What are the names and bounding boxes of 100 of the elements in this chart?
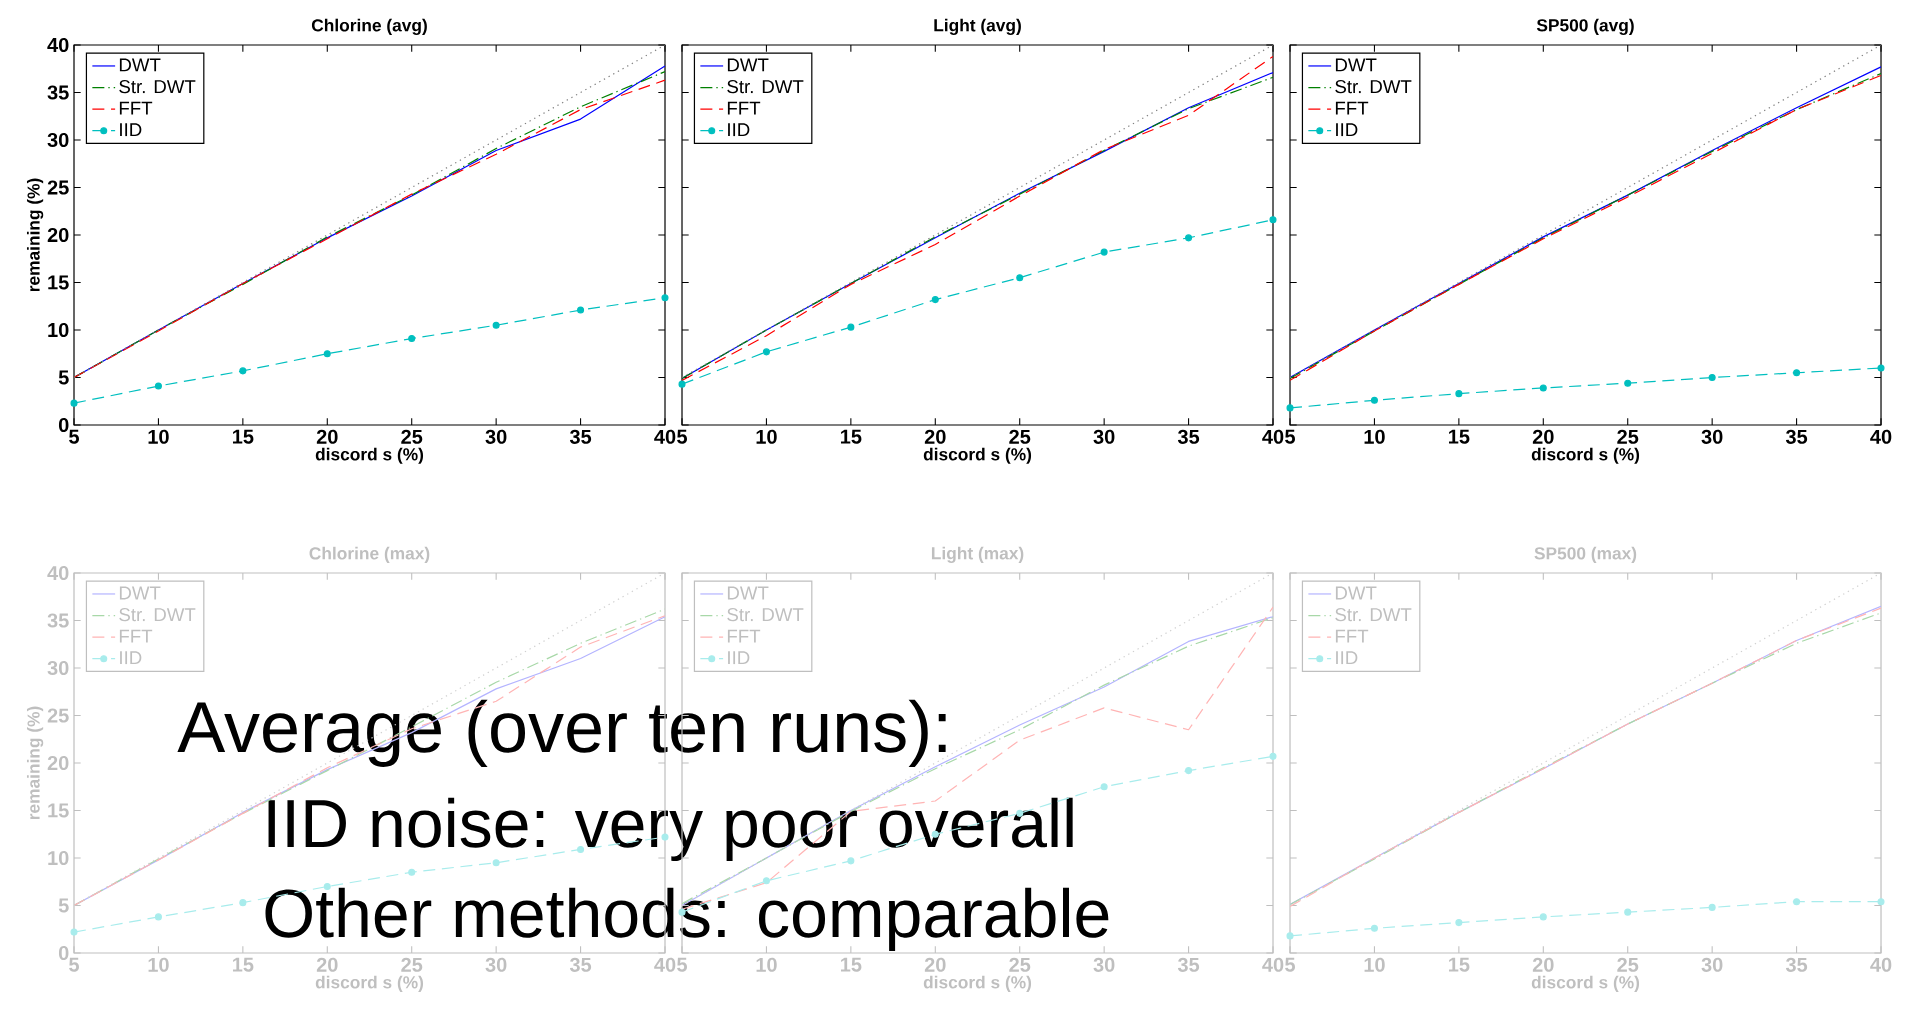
point <box>154 382 162 390</box>
y-tick-label: 40 <box>47 565 69 581</box>
y-tick-label: 25 <box>47 708 69 723</box>
x-tick-label: 10 <box>756 957 777 972</box>
x-tick-label: 5 <box>69 429 79 444</box>
x-tick-label: 25 <box>1617 429 1639 444</box>
x-axis-title: discord s (%) <box>923 447 1032 464</box>
x-axis-title: discord s (%) <box>315 975 424 992</box>
point <box>661 294 669 302</box>
point <box>239 367 247 375</box>
x-tick-label: 5 <box>69 957 79 972</box>
legend-label: DWT <box>1335 586 1377 600</box>
x-axis-title: discord s (%) <box>315 447 424 464</box>
x-tick-label: 40 <box>654 429 676 444</box>
point <box>1793 898 1801 906</box>
legend-label: DWT <box>727 58 769 72</box>
chart-title: Light (max) <box>931 546 1024 563</box>
x-tick-label: 10 <box>1364 429 1385 444</box>
legend-label: FFT <box>1335 629 1369 643</box>
legend-label: DWT <box>1335 58 1377 72</box>
legend-label: FFT <box>727 629 761 643</box>
point <box>1455 390 1463 398</box>
x-tick-label: 20 <box>1532 957 1554 972</box>
x-tick-label: 20 <box>924 429 946 444</box>
point <box>1793 369 1801 377</box>
point <box>678 380 686 388</box>
legend-label: IID <box>728 651 750 665</box>
legend-label: DWT <box>119 586 161 600</box>
x-axis-title: discord s (%) <box>1531 447 1640 464</box>
x-tick-label: 15 <box>1449 429 1470 444</box>
y-tick-label: 35 <box>47 85 69 100</box>
x-tick-label: 10 <box>1364 957 1385 972</box>
x-tick-label: 40 <box>1870 429 1892 444</box>
point <box>577 306 585 314</box>
point <box>1100 248 1108 256</box>
legend-label: Str. DWT <box>1335 80 1412 94</box>
x-axis-title: discord s (%) <box>923 975 1032 992</box>
point <box>762 877 770 885</box>
point <box>492 321 500 329</box>
legend-label: FFT <box>119 629 153 643</box>
point <box>1269 216 1277 224</box>
x-tick-label: 30 <box>485 429 507 444</box>
x-tick-label: 30 <box>1093 957 1115 972</box>
legend-label: Str. DWT <box>119 608 196 622</box>
x-tick-label: 40 <box>1870 957 1892 972</box>
x-tick-label: 25 <box>1009 957 1031 972</box>
point <box>847 323 855 331</box>
y-tick-label: 5 <box>58 370 69 385</box>
x-tick-label: 35 <box>569 429 592 444</box>
y-axis-title: remaining (%) <box>26 706 44 820</box>
x-tick-label: 15 <box>841 957 862 972</box>
y-tick-label: 30 <box>47 660 69 676</box>
legend-label: Str. DWT <box>727 608 804 622</box>
point <box>1370 396 1378 404</box>
x-tick-label: 5 <box>677 957 688 972</box>
y-tick-label: 15 <box>48 275 69 290</box>
y-tick-label: 0 <box>58 945 69 961</box>
x-tick-label: 25 <box>1617 957 1639 972</box>
y-axis-title: remaining (%) <box>26 178 44 292</box>
x-tick-label: 15 <box>1449 957 1470 972</box>
y-tick-label: 20 <box>47 755 69 771</box>
point <box>1185 767 1193 775</box>
x-tick-label: 15 <box>232 429 254 444</box>
x-tick-label: 25 <box>1009 429 1031 444</box>
point <box>1100 783 1108 791</box>
y-tick-label: 5 <box>58 898 69 913</box>
point <box>1708 373 1716 382</box>
legend-label: FFT <box>1335 101 1369 115</box>
x-tick-label: 5 <box>677 429 688 444</box>
point <box>762 348 770 356</box>
point <box>1624 908 1632 916</box>
legend-label: DWT <box>727 586 769 600</box>
x-tick-label: 35 <box>1785 429 1808 444</box>
x-tick-label: 20 <box>316 957 338 972</box>
x-tick-label: 20 <box>1532 429 1554 444</box>
point <box>1877 364 1885 372</box>
x-tick-label: 30 <box>1093 429 1115 444</box>
x-tick-label: 30 <box>1701 429 1723 444</box>
chart-title: Chlorine (avg) <box>311 18 427 35</box>
legend-label: IID <box>1336 651 1358 665</box>
y-tick-label: 10 <box>48 322 69 338</box>
y-tick-label: 0 <box>58 417 69 433</box>
y-tick-label: 25 <box>47 180 69 195</box>
x-tick-label: 35 <box>1785 957 1808 972</box>
x-tick-label: 30 <box>485 957 507 972</box>
y-tick-label: 40 <box>47 37 69 53</box>
point <box>1370 924 1378 932</box>
chart-title: Light (avg) <box>934 18 1021 35</box>
chart-title: SP500 (avg) <box>1536 18 1634 35</box>
point <box>1877 898 1885 906</box>
x-tick-label: 40 <box>1262 429 1284 444</box>
point <box>70 399 78 407</box>
x-tick-label: 15 <box>841 429 862 444</box>
point <box>931 296 939 304</box>
point <box>1708 903 1716 911</box>
legend-label: IID <box>120 123 142 137</box>
y-tick-label: 20 <box>47 227 69 243</box>
y-tick-label: 15 <box>48 803 69 818</box>
annotation: Other methods: comparable <box>265 887 1109 952</box>
x-tick-label: 35 <box>569 957 592 972</box>
